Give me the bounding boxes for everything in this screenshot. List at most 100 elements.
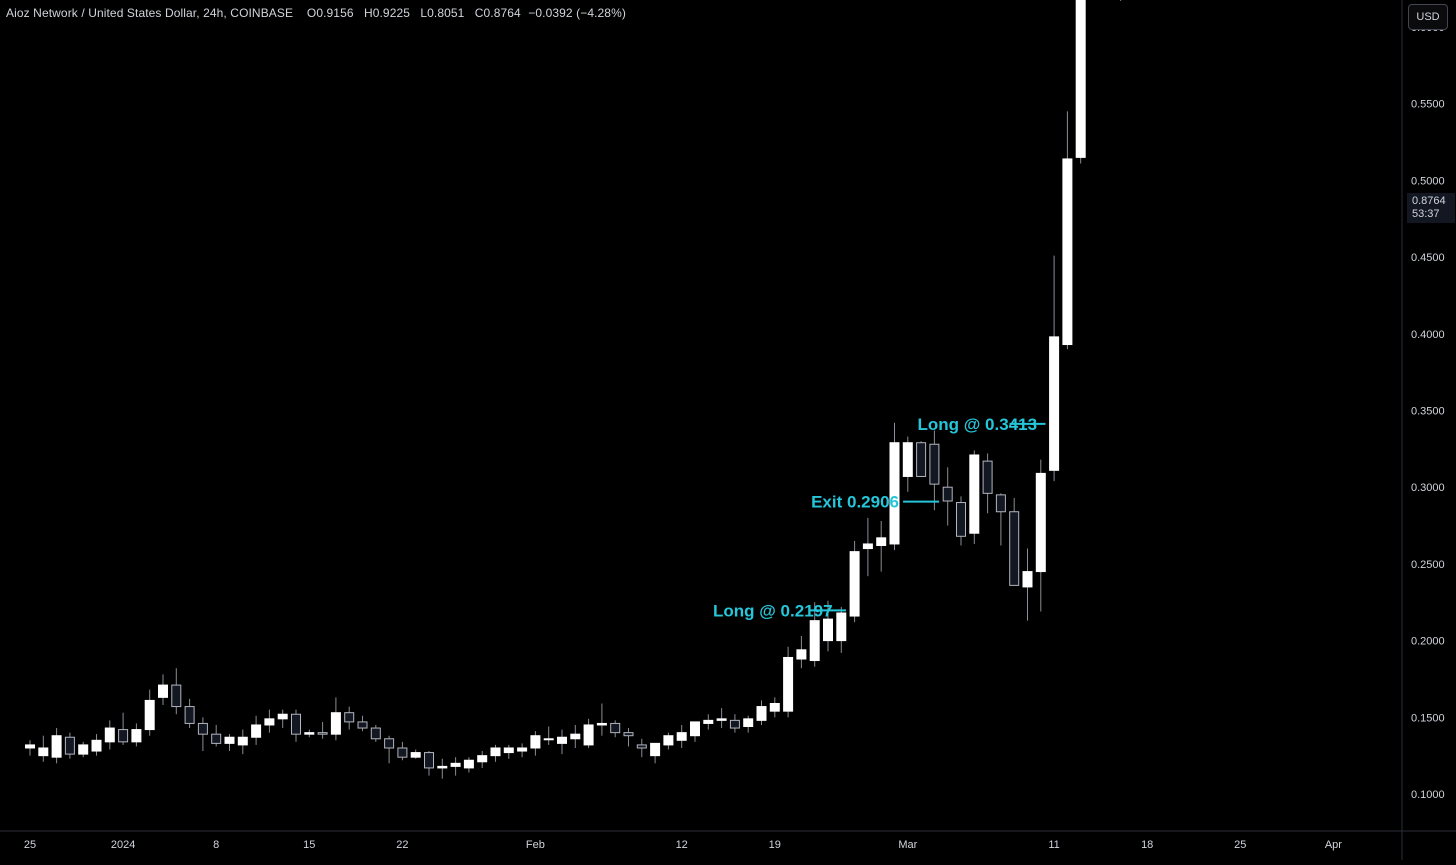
price-tick-label: 0.1500 xyxy=(1411,712,1445,724)
candle xyxy=(995,493,1006,546)
candle xyxy=(902,436,913,492)
candle xyxy=(118,712,129,745)
candle xyxy=(690,721,700,742)
candle-body xyxy=(437,765,448,769)
candle xyxy=(317,721,328,739)
currency-button[interactable]: USD xyxy=(1408,4,1448,30)
candle-body xyxy=(823,618,833,642)
candle-body xyxy=(876,537,887,546)
time-tick-label: 8 xyxy=(213,839,219,851)
time-tick-label: 2024 xyxy=(111,839,135,851)
candle-body xyxy=(424,752,434,769)
price-tick-label: 0.3000 xyxy=(1411,482,1445,494)
candle xyxy=(104,720,115,750)
candle xyxy=(623,728,634,747)
candle-body xyxy=(344,712,355,723)
candle-body xyxy=(410,752,421,758)
candle xyxy=(929,430,940,511)
candle xyxy=(91,734,102,756)
candle-body xyxy=(277,713,288,720)
candle xyxy=(51,728,62,764)
candle-body xyxy=(690,721,700,737)
candle xyxy=(916,441,927,477)
candle-body xyxy=(370,727,381,740)
candle-body xyxy=(663,735,674,746)
candle xyxy=(956,496,966,546)
candle-body xyxy=(982,460,993,494)
candle-body xyxy=(1062,158,1073,346)
candle xyxy=(716,708,727,729)
candle-body xyxy=(543,738,554,741)
candle xyxy=(1120,0,1122,1)
candle-body xyxy=(118,729,129,743)
candle xyxy=(530,731,541,756)
candle xyxy=(796,635,807,669)
candle xyxy=(463,757,474,773)
close-key: C xyxy=(474,6,484,20)
open-value: 0.9156 xyxy=(316,6,354,20)
candle xyxy=(330,697,341,741)
candle xyxy=(783,646,794,718)
candle-body xyxy=(623,732,634,737)
time-tick-label: 12 xyxy=(676,839,688,851)
candle-body xyxy=(743,718,754,728)
candle xyxy=(171,668,182,715)
candle-body xyxy=(530,735,541,749)
candle-body xyxy=(570,733,581,740)
candle-body xyxy=(676,732,687,741)
candle-body xyxy=(995,494,1006,513)
candle-body xyxy=(902,442,913,477)
candle xyxy=(636,738,647,758)
candle xyxy=(982,453,993,514)
candle-body xyxy=(477,755,488,763)
candle xyxy=(224,734,235,752)
candle xyxy=(596,703,607,736)
candle-body xyxy=(91,739,102,752)
price-tick-label: 0.2000 xyxy=(1411,636,1445,648)
candle-body xyxy=(756,706,767,721)
price-tick-label: 0.4500 xyxy=(1411,252,1445,264)
candle-body xyxy=(78,744,89,755)
high-key: H xyxy=(363,6,373,20)
trade-annotation-label: Long @ 0.3413 xyxy=(918,415,1038,434)
candle xyxy=(424,751,434,776)
candle xyxy=(769,697,780,718)
candle-body xyxy=(517,747,528,752)
time-tick-label: 25 xyxy=(24,839,36,851)
candle xyxy=(969,450,980,544)
last-price-badge: 0.8764 53:37 xyxy=(1407,193,1455,223)
symbol-legend: Aioz Network / United States Dollar, 24h… xyxy=(6,6,626,20)
candle-body xyxy=(636,744,647,749)
candle-body xyxy=(583,724,594,746)
candle-body xyxy=(490,747,501,757)
candle xyxy=(78,741,89,758)
candle xyxy=(729,714,740,733)
candle-body xyxy=(264,718,275,726)
candle-body xyxy=(769,702,780,712)
candle xyxy=(823,600,833,652)
candle xyxy=(756,700,767,725)
candle-body xyxy=(942,486,953,502)
candle xyxy=(304,729,315,738)
candle xyxy=(862,517,873,577)
close-value: 0.8764 xyxy=(483,6,521,20)
candle xyxy=(184,698,195,729)
candle-body xyxy=(929,443,940,485)
candle-body xyxy=(330,712,341,735)
candle-body xyxy=(211,733,222,744)
candle-body xyxy=(251,724,262,738)
candle xyxy=(450,757,461,776)
candle xyxy=(264,709,275,733)
candle xyxy=(836,606,847,653)
candle-body xyxy=(357,721,368,729)
candle-body xyxy=(809,620,820,662)
candle-body xyxy=(450,762,461,767)
candle-body xyxy=(38,747,49,757)
candle-body xyxy=(729,719,740,729)
time-tick-label: 11 xyxy=(1048,839,1059,851)
candle-body xyxy=(397,747,408,758)
change-value: −0.0392 (−4.28%) xyxy=(528,6,626,20)
candle xyxy=(197,717,208,752)
